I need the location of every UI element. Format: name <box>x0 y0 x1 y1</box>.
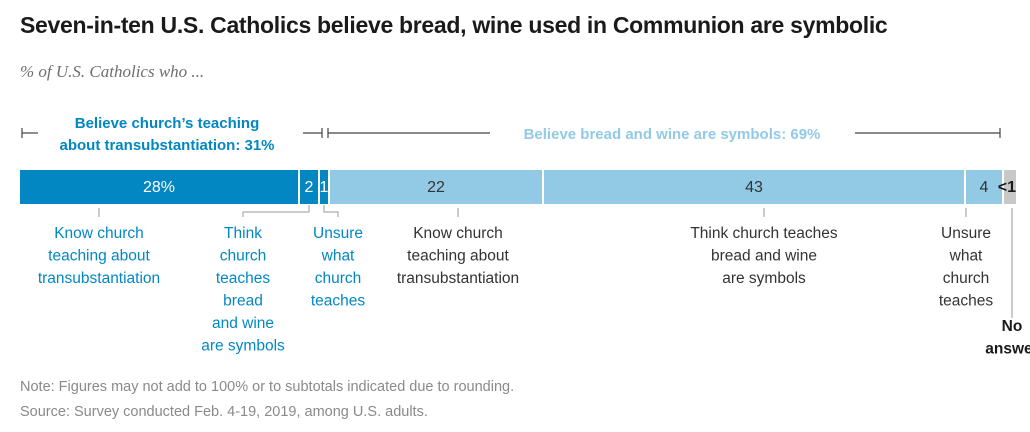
leader-line <box>323 205 339 217</box>
category-label-6: Unsure <box>941 225 991 242</box>
category-label-5: bread and wine <box>711 248 817 265</box>
category-label-2: teaches <box>216 270 271 287</box>
category-label-3: what <box>321 248 355 265</box>
value-label-5: 43 <box>745 179 763 196</box>
bar-segment-6 <box>966 170 1002 204</box>
category-label-3: Unsure <box>313 225 363 242</box>
bar-segment-2 <box>300 170 318 204</box>
chart-title: Seven-in-ten U.S. Catholics believe brea… <box>20 12 888 38</box>
category-label-3: teaches <box>311 293 366 310</box>
category-label-2: church <box>220 248 267 265</box>
category-label-5: Think church teaches <box>690 225 838 242</box>
category-label-7: answer <box>985 341 1030 358</box>
category-label-4: Know church <box>413 225 503 242</box>
category-label-5: are symbols <box>722 270 806 287</box>
group-label-1: Believe church’s teaching <box>75 115 260 132</box>
group-label-1-line-2: about transubstantiation: 31% <box>59 137 274 154</box>
category-label-6: teaches <box>939 293 994 310</box>
category-label-4: transubstantiation <box>397 270 519 287</box>
category-label-1: transubstantiation <box>38 270 160 287</box>
value-label-4: 22 <box>427 179 445 196</box>
leader-line <box>242 205 310 217</box>
bar-segment-3 <box>320 170 328 204</box>
category-label-6: what <box>949 248 983 265</box>
chart-subtitle: % of U.S. Catholics who ... <box>20 62 205 81</box>
value-label-7: <1 <box>998 179 1016 196</box>
value-label-2: 2 <box>305 179 314 196</box>
category-label-6: church <box>943 270 990 287</box>
value-label-3: 1 <box>320 179 329 196</box>
bar-segment-4 <box>330 170 542 204</box>
bar-segment-7 <box>1004 170 1016 204</box>
category-label-4: teaching about <box>407 248 509 265</box>
category-label-2: are symbols <box>201 338 285 355</box>
category-label-3: church <box>315 270 362 287</box>
category-label-2: Think <box>224 225 262 242</box>
category-label-2: and wine <box>212 315 274 332</box>
bar-segment-5 <box>544 170 964 204</box>
group-label-2: Believe bread and wine are symbols: 69% <box>524 126 821 143</box>
value-label-6: 4 <box>980 179 989 196</box>
chart-source: Source: Survey conducted Feb. 4-19, 2019… <box>20 404 428 420</box>
category-label-2: bread <box>223 293 263 310</box>
category-label-7: No <box>1002 318 1023 335</box>
category-label-1: Know church <box>54 225 144 242</box>
category-label-1: teaching about <box>48 248 150 265</box>
bar-segment-1 <box>20 170 298 204</box>
chart-note: Note: Figures may not add to 100% or to … <box>20 379 515 395</box>
value-label-1: 28% <box>143 179 175 196</box>
